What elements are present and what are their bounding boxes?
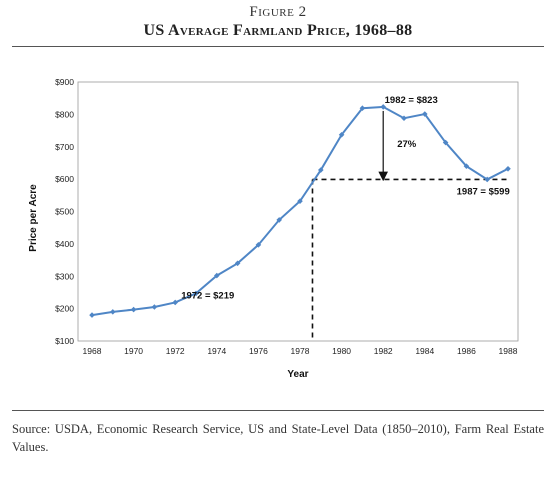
peak-annotation: 1982 = $823 <box>385 95 438 106</box>
x-tick-label: 1972 <box>166 346 185 356</box>
y-tick-label: $500 <box>55 207 74 217</box>
farmland-price-chart: $100 $200 $300 $400 $500 $600 $700 $800 $900 196… <box>28 77 519 380</box>
data-point <box>110 309 116 315</box>
x-tick-label: 1978 <box>291 346 310 356</box>
source-note: Source: USDA, Economic Research Service,… <box>12 422 544 455</box>
y-tick-label: $800 <box>55 109 74 119</box>
data-point <box>422 111 428 117</box>
data-point <box>89 312 95 318</box>
x-tick-label: 1982 <box>374 346 393 356</box>
y-axis-ticks: $100 $200 $300 $400 $500 $600 $700 $800 $900 <box>55 77 74 346</box>
y-tick-label: $100 <box>55 336 74 346</box>
top-rule <box>12 46 544 47</box>
x-tick-label: 1976 <box>249 346 268 356</box>
y-tick-label: $300 <box>55 271 74 281</box>
drop-percent-annotation: 27% <box>397 139 417 150</box>
plot-frame <box>77 81 519 342</box>
series-layer <box>89 104 511 318</box>
data-point <box>234 260 241 267</box>
x-tick-label: 1968 <box>83 346 102 356</box>
trough-annotation: 1987 = $599 <box>457 186 510 197</box>
data-point <box>130 306 137 313</box>
data-point <box>255 242 262 248</box>
x-tick-label: 1984 <box>415 346 434 356</box>
dashed-guides <box>311 178 508 341</box>
x-axis-ticks: 1968 1970 1972 1974 1976 1978 1980 1982 1984 1986… <box>83 346 518 356</box>
data-point <box>297 198 303 204</box>
data-point <box>214 272 220 279</box>
data-point <box>401 115 407 122</box>
data-point <box>151 304 158 310</box>
figure-title: US Average Farmland Price, 1968–88 <box>143 22 413 39</box>
x-tick-label: 1974 <box>207 346 226 356</box>
data-point <box>172 299 178 306</box>
data-point <box>276 217 282 223</box>
y-tick-label: $600 <box>55 174 74 184</box>
data-point <box>359 105 366 112</box>
y-tick-label: $200 <box>55 304 74 314</box>
data-point <box>318 167 324 173</box>
x-tick-label: 1980 <box>332 346 351 356</box>
bottom-rule <box>12 410 544 411</box>
x-axis-title: Year <box>287 369 308 380</box>
y-axis-title: Price per Acre <box>28 184 39 252</box>
y-tick-label: $700 <box>55 142 74 152</box>
x-tick-label: 1970 <box>124 346 143 356</box>
annotations: 1982 = $823 27% 1987 = $599 1972 = $219 <box>181 95 510 302</box>
x-tick-label: 1986 <box>457 346 476 356</box>
figure-label: Figure 2 <box>249 4 307 20</box>
start-annotation: 1972 = $219 <box>181 290 234 301</box>
y-tick-label: $900 <box>55 77 74 87</box>
x-tick-label: 1988 <box>499 346 518 356</box>
data-point <box>193 290 199 297</box>
y-tick-label: $400 <box>55 239 74 249</box>
